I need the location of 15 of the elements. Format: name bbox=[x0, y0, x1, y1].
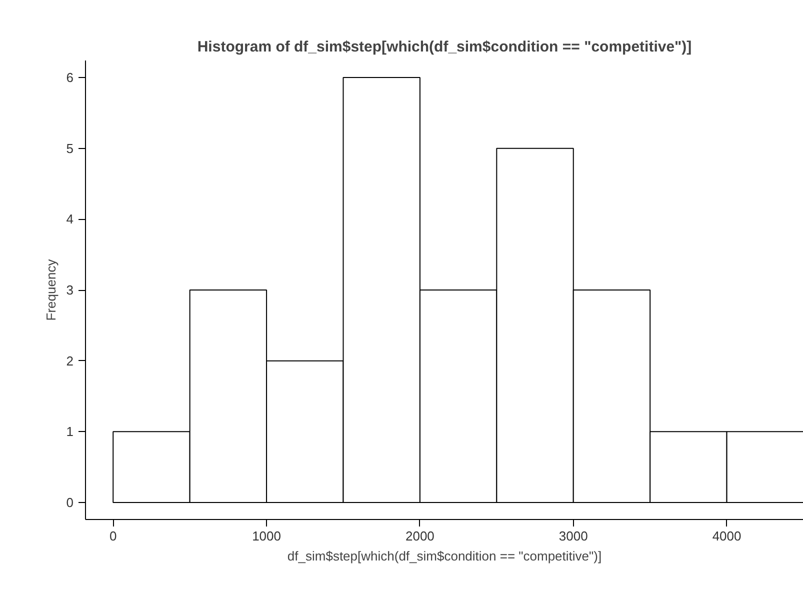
y-tick-label: 0 bbox=[66, 495, 74, 510]
x-axis-title: df_sim$step[which(df_sim$condition == "competitive")] bbox=[287, 548, 602, 564]
y-axis-title: Frequency bbox=[43, 258, 58, 321]
y-tick-label: 2 bbox=[66, 353, 74, 368]
x-tick-label: 4000 bbox=[712, 528, 742, 544]
y-tick-label: 6 bbox=[66, 70, 74, 85]
x-tick-label: 2000 bbox=[405, 528, 434, 544]
x-tick-label: 1000 bbox=[252, 528, 281, 544]
y-tick-label: 3 bbox=[66, 282, 74, 298]
x-tick-label: 0 bbox=[110, 528, 117, 544]
chart-title: Histogram of df_sim$step[which(df_sim$condition == "competitive")] bbox=[197, 38, 692, 56]
y-tick-label: 4 bbox=[66, 212, 74, 227]
x-tick-label: 3000 bbox=[558, 528, 588, 544]
y-tick-label: 5 bbox=[66, 140, 74, 156]
y-tick-label: 1 bbox=[66, 424, 74, 440]
